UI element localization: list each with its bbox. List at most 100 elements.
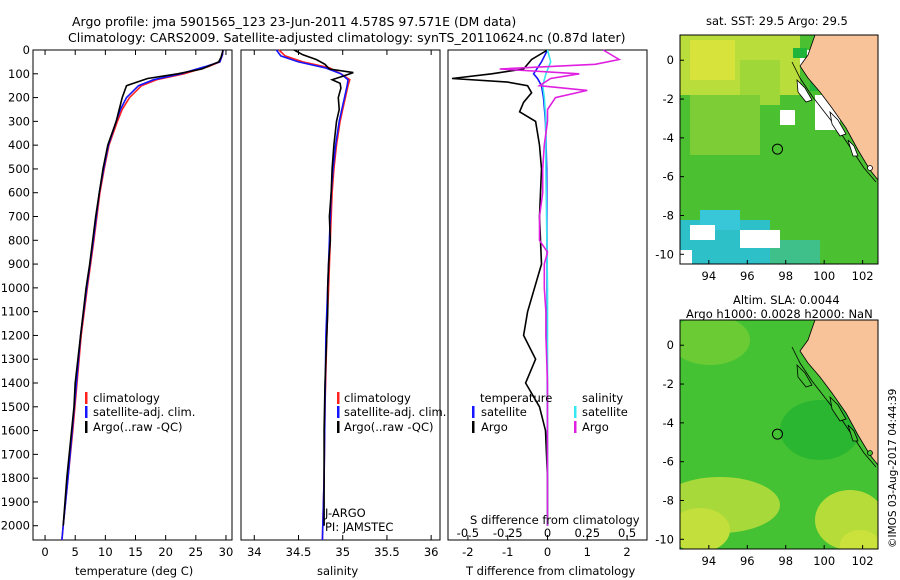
t-argo-line (451, 49, 549, 526)
figure-title-line2: Climatology: CARS2009. Satellite-adjuste… (68, 30, 625, 45)
legend-swatch-s-argo (574, 421, 577, 433)
lat-tick-label: -4 (663, 416, 674, 430)
depth-tick-label: 500 (8, 162, 30, 176)
legend-label-satellite: satellite-adj. clim. (93, 405, 195, 419)
lon-tick-label: 100 (813, 269, 835, 283)
x-tick-label: 20 (158, 545, 173, 559)
temperature-x-ticks: 0 5 10 15 20 25 30 (41, 50, 233, 559)
legend-label-s-satellite: satellite (582, 405, 628, 419)
sla-land (799, 320, 878, 466)
sla-map-title: Altim. SLA: 0.0044 (733, 293, 840, 307)
x-tick-label: 34 (247, 545, 262, 559)
t-tick-label: -1 (502, 545, 513, 559)
legend-swatch-satellite (85, 406, 88, 418)
depth-tick-label: 1900 (1, 495, 30, 509)
salinity-legend: climatology satellite-adj. clim. Argo(..… (337, 391, 446, 434)
sst-island (847, 139, 859, 157)
salinity-series (275, 49, 354, 541)
lat-tick-label: -2 (663, 92, 674, 106)
float-program-label: J-ARGO (324, 506, 366, 520)
sla-argo-marker (771, 428, 783, 440)
sla-map-axes: 94 96 98 100 102 0 -2 -4 -6 -8 -10 (655, 338, 873, 568)
sst-cloud-gap (740, 230, 780, 248)
sla-map-frame (679, 319, 879, 550)
x-tick-label: 35 (335, 545, 350, 559)
x-tick-label: 15 (128, 545, 143, 559)
depth-tick-label: 1300 (1, 352, 30, 366)
x-tick-label: 0 (41, 545, 48, 559)
sla-map (680, 320, 878, 549)
legend-label-t-satellite: satellite (481, 405, 527, 419)
depth-tick-label: 200 (8, 91, 30, 105)
x-tick-label: 36 (424, 545, 439, 559)
sst-map (680, 35, 878, 264)
s-tick-label: -0.25 (493, 526, 523, 540)
lon-tick-label: 96 (740, 554, 755, 568)
t-tick-label: 0 (544, 545, 551, 559)
t-tick-label: -2 (462, 545, 473, 559)
depth-axis: 0 100 200 300 400 500 600 700 800 900 1000 1100 1200… (1, 43, 38, 533)
salinity-xlabel: salinity (317, 564, 358, 578)
sst-cloud-gap (780, 110, 795, 125)
satellite-adj-clim-line (275, 49, 349, 541)
legend-label-argo: Argo(..raw -QC) (344, 420, 434, 434)
depth-tick-label: 1500 (1, 400, 30, 414)
float-pi-label: PI: JAMSTEC (325, 520, 393, 534)
salinity-plot-frame (240, 49, 441, 541)
depth-tick-label: 300 (8, 114, 30, 128)
legend-label-s-argo: Argo (582, 420, 609, 434)
depth-tick-label: 400 (8, 138, 30, 152)
lat-tick-label: -6 (663, 170, 674, 184)
sst-island-small (867, 165, 873, 171)
legend-label-climatology: climatology (344, 391, 411, 405)
argo-line (62, 49, 224, 526)
s-tick-label: -0.5 (457, 526, 479, 540)
legend-label-climatology: climatology (93, 391, 160, 405)
legend-swatch-climatology (85, 392, 88, 404)
legend-label-satellite: satellite-adj. clim. (344, 405, 446, 419)
legend-swatch-s-satellite (574, 406, 577, 418)
difference-series (451, 49, 622, 526)
legend-swatch-climatology (337, 392, 340, 404)
legend-label-t-argo: Argo (481, 420, 508, 434)
t-tick-label: 1 (584, 545, 591, 559)
depth-tick-label: 1200 (1, 328, 30, 342)
lon-tick-label: 98 (778, 554, 793, 568)
x-tick-label: 34.5 (286, 545, 312, 559)
legend-swatch-satellite (337, 406, 340, 418)
sst-green-patch (793, 48, 807, 58)
lat-tick-label: 0 (667, 338, 674, 352)
imos-timestamp: ©IMOS 03-Aug-2017 04:44:39 (887, 389, 899, 548)
depth-tick-label: 900 (8, 257, 30, 271)
legend-title-temperature: temperature (480, 391, 552, 405)
sst-warm-region (690, 40, 735, 80)
lon-tick-label: 102 (852, 554, 874, 568)
temperature-series (61, 49, 224, 541)
difference-xlabel-top: S difference from climatology (470, 513, 640, 527)
lon-tick-label: 98 (778, 269, 793, 283)
sla-high-region (680, 508, 730, 549)
figure-title-line1: Argo profile: jma 5901565_123 23-Jun-201… (72, 14, 516, 29)
difference-xlabel-bottom: T difference from climatology (465, 564, 636, 578)
sla-island (847, 424, 859, 442)
legend-swatch-t-argo (472, 421, 475, 433)
sla-high-region (840, 530, 878, 549)
depth-tick-label: 600 (8, 186, 30, 200)
lon-tick-label: 94 (702, 554, 717, 568)
sla-high-region (680, 320, 750, 365)
legend-title-salinity: salinity (582, 391, 623, 405)
sla-island (829, 395, 847, 422)
legend-swatch-argo (85, 421, 88, 433)
lat-tick-label: -8 (663, 493, 674, 507)
lat-tick-label: -10 (655, 247, 674, 261)
depth-tick-label: 100 (8, 67, 30, 81)
temperature-plot-frame (32, 49, 233, 541)
difference-legend: temperature satellite Argo salinity sate… (472, 391, 628, 434)
legend-label-argo: Argo(..raw -QC) (93, 420, 183, 434)
s-argo-line (499, 49, 622, 526)
x-tick-label: 25 (188, 545, 203, 559)
sla-map-subtitle: Argo h1000: 0.0028 h2000: NaN (686, 307, 873, 321)
sla-island-small (867, 450, 873, 456)
depth-tick-label: 800 (8, 233, 30, 247)
lon-tick-label: 96 (740, 269, 755, 283)
